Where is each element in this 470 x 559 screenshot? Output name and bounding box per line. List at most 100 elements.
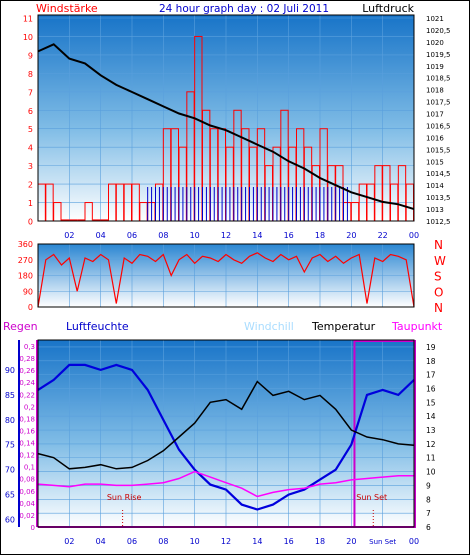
sun-rise-label: Sun Rise (107, 493, 142, 502)
direction-tick-label: 270 (18, 256, 33, 265)
temp-tick-label: 19 (426, 343, 436, 352)
time-tick-label: 00 (409, 231, 419, 240)
pressure-tick-label: 1015 (426, 158, 444, 166)
pressure-tick-label: 1019,5 (426, 51, 451, 59)
rain-tick-label: 0 (31, 524, 35, 532)
bottom-time-tick-label: 20 (346, 537, 356, 546)
temp-tick-label: 17 (426, 371, 436, 380)
wind-tick-label: 8 (28, 70, 33, 79)
temp-tick-label: 12 (426, 440, 436, 449)
wind-tick-label: 3 (28, 162, 33, 171)
wind-tick-label: 4 (28, 144, 33, 153)
direction-tick-label: 90 (23, 287, 33, 296)
rain-tick-label: 0,08 (19, 476, 35, 484)
legend-windchill: Windchill (244, 320, 294, 333)
bottom-time-tick-label: 10 (190, 537, 200, 546)
legend-regen: Regen (3, 320, 38, 333)
bottom-time-tick-label: 16 (284, 537, 294, 546)
compass-label: N (434, 301, 443, 315)
temp-tick-label: 6 (426, 523, 431, 532)
pressure-tick-label: 1016 (426, 134, 444, 142)
pressure-tick-label: 1017 (426, 111, 444, 119)
wind-tick-label: 0 (28, 218, 33, 227)
temp-tick-label: 16 (426, 384, 436, 393)
time-tick-label: 22 (378, 231, 388, 240)
rain-tick-label: 0,02 (19, 512, 35, 520)
time-tick-label: 08 (158, 231, 168, 240)
temperature-humidity-plot: 6789101112131415161718196065707580859000… (5, 339, 436, 546)
wind-direction-line (37, 252, 415, 308)
humidity-tick-label: 70 (5, 466, 15, 475)
time-tick-label: 18 (315, 231, 325, 240)
wind-tick-label: 2 (28, 181, 33, 190)
bottom-time-tick-label: 02 (64, 537, 74, 546)
rain-tick-label: 0,1 (24, 464, 35, 472)
rain-tick-label: 0,26 (19, 367, 35, 375)
pressure-tick-label: 1014,5 (426, 170, 451, 178)
rain-tick-label: 0,16 (19, 427, 35, 435)
temperature-humidity-border (37, 339, 415, 528)
rain-tick-label: 0,14 (19, 440, 35, 448)
direction-tick-label: 0 (28, 303, 33, 312)
bottom-time-tick-label: Sun Set (369, 538, 396, 546)
pressure-tick-label: 1020 (426, 39, 444, 47)
bottom-time-tick-label: 12 (221, 537, 231, 546)
temperature-line (37, 380, 415, 470)
time-tick-label: 02 (64, 231, 74, 240)
dewpoint-line (37, 470, 414, 498)
temp-tick-label: 14 (426, 412, 436, 421)
temp-tick-label: 13 (426, 426, 436, 435)
direction-tick-label: 180 (18, 272, 33, 281)
pressure-tick-label: 1012,5 (426, 218, 451, 226)
wind-tick-label: 6 (28, 107, 33, 116)
compass-label: N (434, 238, 443, 252)
wind-tick-label: 11 (23, 15, 33, 24)
wind-axis-title: Windstärke (36, 2, 98, 15)
pressure-tick-label: 1013 (426, 206, 444, 214)
temp-tick-label: 10 (426, 468, 436, 477)
legend-temperatur: Temperatur (311, 320, 376, 333)
compass-label: W (434, 254, 446, 268)
bottom-time-tick-label: 08 (158, 537, 168, 546)
pressure-tick-label: 1013,5 (426, 194, 451, 202)
pressure-tick-label: 1016,5 (426, 122, 451, 130)
rain-tick-label: 0,2 (24, 403, 35, 411)
bottom-time-tick-label: 00 (409, 537, 419, 546)
bottom-time-tick-label: 04 (96, 537, 106, 546)
legend-taupunkt: Taupunkt (391, 320, 443, 333)
pressure-tick-label: 1021 (426, 15, 444, 23)
pressure-line (37, 43, 415, 211)
time-tick-label: 20 (346, 231, 356, 240)
direction-tick-label: 360 (18, 240, 33, 249)
temp-tick-label: 11 (426, 454, 436, 463)
humidity-tick-label: 65 (5, 491, 15, 500)
humidity-tick-label: 90 (5, 366, 15, 375)
time-tick-label: 16 (284, 231, 294, 240)
wind-tick-label: 1 (28, 199, 33, 208)
rain-tick-label: 0,22 (19, 391, 35, 399)
rain-tick-label: 0,24 (19, 379, 35, 387)
rain-tick-label: 0,12 (19, 452, 35, 460)
temp-tick-label: 9 (426, 481, 431, 490)
humidity-tick-label: 60 (5, 516, 15, 525)
time-tick-label: 10 (190, 231, 200, 240)
pressure-tick-label: 1017,5 (426, 99, 451, 107)
wind-tick-label: 7 (28, 88, 33, 97)
compass-label: O (434, 285, 443, 299)
time-tick-label: 04 (96, 231, 106, 240)
bottom-time-tick-label: 06 (127, 537, 137, 546)
pressure-axis-title: Luftdruck (362, 2, 414, 15)
wind-pressure-plot: 012345678910111012,510131013,510141014,5… (23, 14, 451, 240)
bottom-time-tick-label: 14 (252, 537, 262, 546)
rain-tick-label: 0,04 (19, 500, 35, 508)
pressure-tick-label: 1020,5 (426, 27, 451, 35)
pressure-tick-label: 1018 (426, 87, 444, 95)
sun-set-label: Sun Set (356, 493, 387, 502)
pressure-tick-label: 1018,5 (426, 75, 451, 83)
humidity-tick-label: 80 (5, 416, 15, 425)
wind-tick-label: 10 (23, 33, 33, 42)
time-tick-label: 12 (221, 231, 231, 240)
